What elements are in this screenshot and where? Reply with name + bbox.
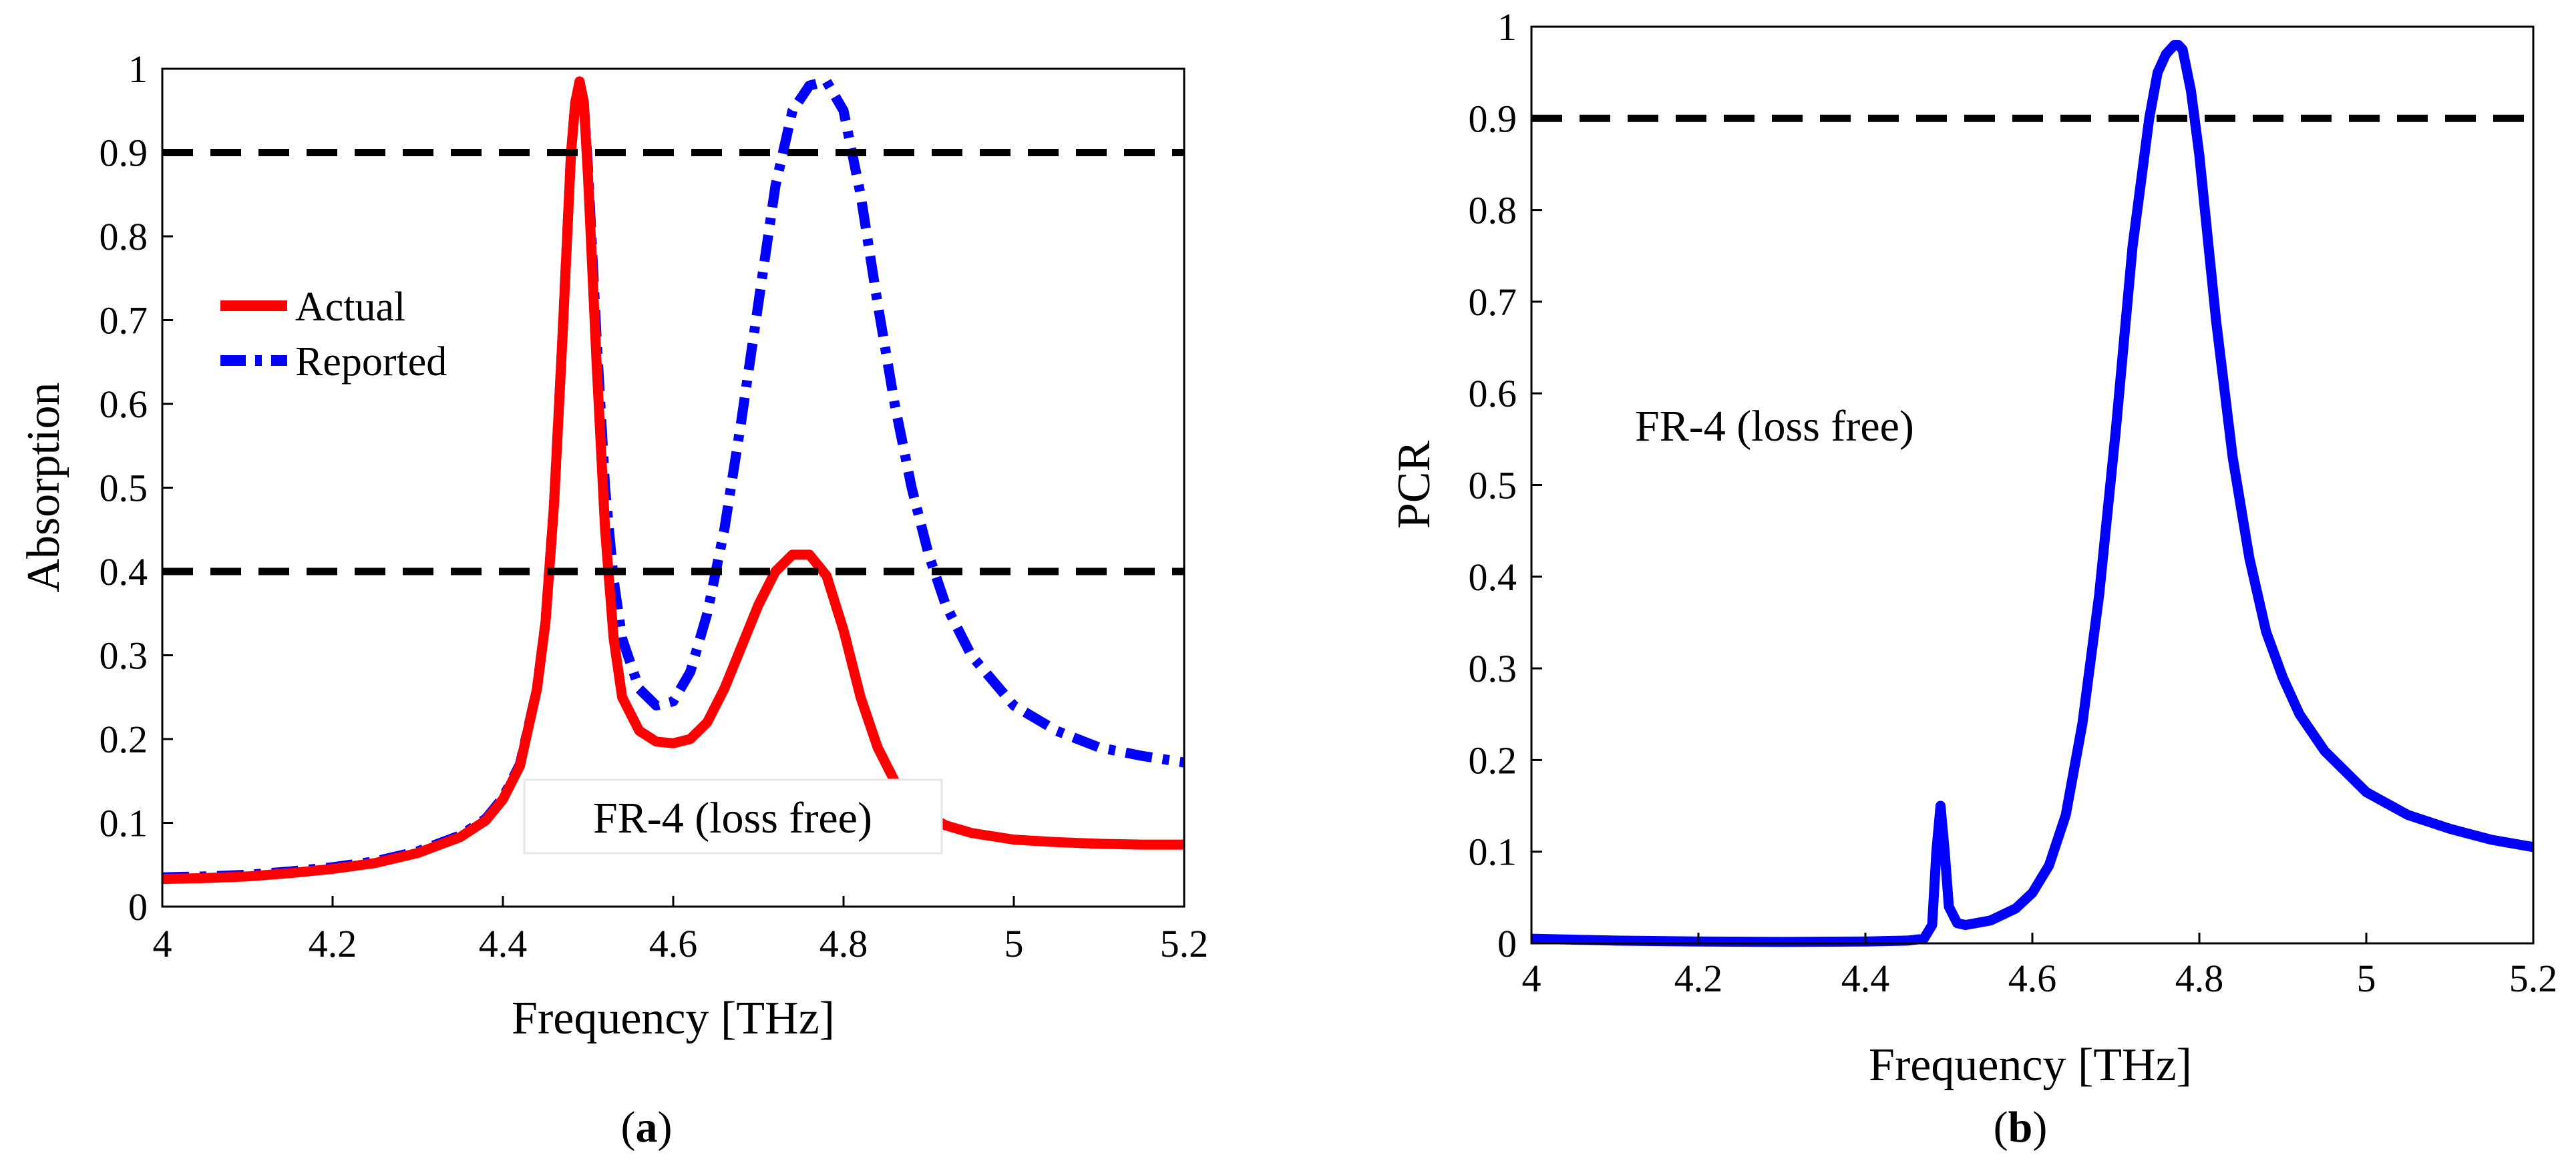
x-tick-label: 5: [1004, 922, 1024, 965]
y-tick-label: 0.6: [1469, 372, 1517, 415]
y-axis-ticks: 0 0.1 0.2 0.3 0.4 0.5 0.6 0.7 0.8 0.9 1: [100, 47, 173, 929]
x-axis-ticks: 4 4.2 4.4 4.6 4.8 5 5.2: [153, 896, 1209, 965]
annotation-text: FR-4 (loss free): [1635, 402, 1914, 451]
y-tick-label: 0.6: [100, 383, 148, 426]
y-tick-label: 1: [128, 47, 148, 91]
y-tick-label: 0.9: [100, 132, 148, 175]
panel-a-absorption-chart: FR-4 (loss free) Actual Reported 4 4.2 4.4…: [18, 47, 1208, 1152]
y-tick-label: 0.1: [100, 802, 148, 845]
y-tick-label: 0.5: [100, 467, 148, 510]
y-tick-label: 0.5: [1469, 464, 1517, 507]
x-tick-label: 4: [1522, 957, 1541, 1000]
x-tick-label: 4: [153, 922, 172, 965]
panel-caption-a: (a): [621, 1103, 673, 1152]
x-tick-label: 5: [2357, 957, 2376, 1000]
y-tick-label: 0: [128, 885, 148, 929]
y-tick-label: 0: [1497, 922, 1517, 965]
x-tick-label: 4.4: [1841, 957, 1890, 1000]
x-tick-label: 5.2: [1160, 922, 1209, 965]
y-tick-label: 0.8: [1469, 189, 1517, 232]
x-axis-label: Frequency [THz]: [512, 993, 835, 1044]
y-tick-label: 0.7: [1469, 280, 1517, 324]
y-tick-label: 1: [1497, 5, 1517, 49]
x-axis-ticks: 4 4.2 4.4 4.6 4.8 5 5.2: [1522, 933, 2558, 1000]
x-tick-label: 4.6: [649, 922, 698, 965]
y-tick-label: 0.7: [100, 299, 148, 342]
y-tick-label: 0.3: [100, 634, 148, 678]
x-tick-label: 5.2: [2509, 957, 2558, 1000]
panel-b-pcr-chart: FR-4 (loss free) 4 4.2 4.4 4.6 4.8 5 5.2 00.10…: [1389, 5, 2557, 1152]
y-tick-label: 0.4: [1469, 555, 1517, 599]
y-axis-label: Absorption: [18, 383, 69, 593]
legend-label-reported: Reported: [295, 339, 447, 385]
legend-label-actual: Actual: [295, 284, 405, 330]
y-axis-ticks: 0 0.1 0.2 0.3 0.4 0.5 0.6 0.7 0.8 0.9 1: [1469, 5, 1542, 965]
legend: Actual Reported: [220, 284, 447, 385]
panel-caption-b: (b): [1994, 1103, 2048, 1152]
x-axis-label: Frequency [THz]: [1869, 1039, 2192, 1091]
y-tick-label: 0.3: [1469, 647, 1517, 690]
y-tick-label: 0.1: [1469, 831, 1517, 874]
annotation-box: [523, 778, 943, 855]
y-tick-label: 0.2: [100, 718, 148, 761]
y-tick-label: 0.2: [1469, 738, 1517, 782]
series-line-pcr: [1531, 40, 2535, 947]
x-tick-label: 4.2: [1674, 957, 1723, 1000]
y-axis-label: PCR: [1389, 441, 1440, 529]
x-tick-label: 4.2: [309, 922, 357, 965]
y-tick-label: 0.9: [1469, 97, 1517, 140]
x-tick-label: 4.6: [2008, 957, 2057, 1000]
x-tick-label: 4.8: [2175, 957, 2224, 1000]
x-tick-label: 4.4: [479, 922, 528, 965]
annotation-text: FR-4 (loss free): [593, 794, 872, 843]
y-tick-label: 0.8: [100, 215, 148, 258]
y-tick-label: 0.4: [100, 550, 148, 594]
x-tick-label: 4.8: [819, 922, 868, 965]
